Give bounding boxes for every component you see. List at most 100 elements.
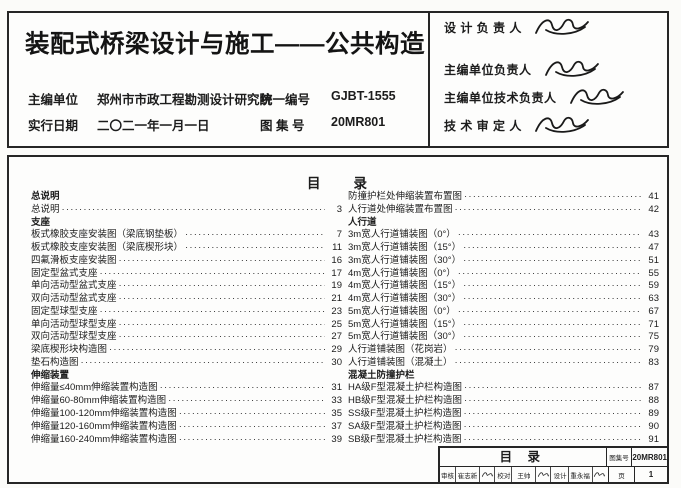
toc-entry-title: 3m宽人行道铺装图（0°） xyxy=(348,229,456,241)
toc-entry: 人行道处伸缩装置布置图 42 xyxy=(348,204,659,217)
dot-leader xyxy=(179,421,325,434)
toc-entry: 3m宽人行道铺装图（30°） 51 xyxy=(348,255,659,268)
toc-entry: 四氟滑板支座安装图 16 xyxy=(31,255,342,268)
dot-leader xyxy=(179,408,325,421)
dot-leader xyxy=(464,382,642,395)
atlas-number-label: 图 集 号 xyxy=(260,119,305,133)
toc-entry-title: 梁底楔形块构造图 xyxy=(31,344,108,356)
official-role-label: 主编单位技术负责人 xyxy=(444,90,557,105)
dot-leader xyxy=(463,421,642,434)
toc-entry-title: 人行道铺装图（花岗岩） xyxy=(348,344,453,356)
toc-entry-page: 79 xyxy=(648,344,659,356)
toc-column-left: 总说明 总说明 3 支座 板式橡胶支座安装图（梁底钢垫板） 7 板式橡胶支座 xyxy=(31,191,342,446)
dot-leader xyxy=(463,280,642,293)
credit-cell: 设计 重永福 xyxy=(553,467,608,482)
toc-entry-page: 33 xyxy=(331,395,342,407)
dot-leader xyxy=(119,255,325,268)
dot-leader xyxy=(463,255,642,268)
dot-leader xyxy=(179,434,325,447)
toc-entry-page: 51 xyxy=(648,254,659,266)
toc-entry-title: 混凝土防撞护栏 xyxy=(348,369,415,381)
toc-entry-title: 板式橡胶支座安装图（梁底楔形块） xyxy=(31,242,184,254)
dot-leader xyxy=(119,331,325,344)
dot-leader xyxy=(119,280,325,293)
toc-entry-title: 5m宽人行道铺装图（0°） xyxy=(348,305,456,317)
toc-entry-page: 3 xyxy=(336,203,342,215)
toc-entry: 支座 xyxy=(31,217,342,230)
official-row: 技 术 审 定 人 xyxy=(444,111,661,139)
dot-leader xyxy=(455,204,642,217)
toc-entry-page: 89 xyxy=(648,408,659,420)
dot-leader xyxy=(185,229,325,242)
dot-leader xyxy=(185,242,325,255)
toc-entry-page: 67 xyxy=(648,305,659,317)
toc-entry-title: 总说明 xyxy=(31,191,60,202)
handwritten-signature-icon xyxy=(594,472,606,477)
toc-entry-title: 3m宽人行道铺装图（15°） xyxy=(348,242,462,254)
toc-entry: 人行道铺装图（混凝土） 83 xyxy=(348,357,659,370)
toc-entry: 伸缩量60-80mm伸缩装置构造图 33 xyxy=(31,395,342,408)
toc-entry-title: HA级F型混凝土护栏构造图 xyxy=(348,382,463,394)
toc-entry: 5m宽人行道铺装图（0°） 67 xyxy=(348,306,659,319)
credit-cell: 审核 崔志新 xyxy=(440,467,496,482)
toc-box: 目 录 总说明 总说明 3 支座 板式橡胶支座安装图（梁底钢垫板） xyxy=(7,155,669,484)
toc-entry-page: 35 xyxy=(331,408,342,420)
toc-entry-page: 41 xyxy=(648,191,659,202)
official-role-label: 设 计 负 责 人 xyxy=(444,20,522,35)
handwritten-signature-icon xyxy=(534,116,589,133)
editor-unit-label: 主编单位 xyxy=(28,93,79,107)
dot-leader xyxy=(463,434,642,447)
toc-entry-title: 伸缩量≤40mm伸缩装置构造图 xyxy=(31,382,158,394)
toc-entry: 梁底楔形块构造图 29 xyxy=(31,344,342,357)
sheet-title: 目 录 xyxy=(499,450,547,464)
toc-entry-title: 3m宽人行道铺装图（30°） xyxy=(348,254,462,266)
toc-entry: SS级F型混凝土护栏构造图 89 xyxy=(348,408,659,421)
toc-entry-title: 防撞护栏处伸缩装置布置图 xyxy=(348,191,463,202)
toc-entry: SA级F型混凝土护栏构造图 90 xyxy=(348,421,659,434)
toc-entry: 3m宽人行道铺装图（15°） 47 xyxy=(348,242,659,255)
toc-entry-page: 63 xyxy=(648,293,659,305)
toc-entry-title: 伸缩量160-240mm伸缩装置构造图 xyxy=(31,433,177,445)
title-block-row-2: 审核 崔志新 校对 王帅 设计 xyxy=(440,467,667,482)
dot-leader xyxy=(464,191,642,204)
dot-leader xyxy=(463,242,642,255)
toc-entry-page: 88 xyxy=(648,395,659,407)
toc-entry: 固定型球型支座 23 xyxy=(31,306,342,319)
dot-leader xyxy=(119,293,325,306)
effective-date-value: 二〇二一年一月一日 xyxy=(97,119,210,133)
atlas-number-cell-label: 图集号 xyxy=(605,448,633,466)
toc-entry-title: 5m宽人行道铺装图（15°） xyxy=(348,318,462,330)
atlas-number-value: 20MR801 xyxy=(331,115,386,129)
credit-name: 重永福 xyxy=(569,467,593,482)
toc-entry-page: 37 xyxy=(331,420,342,432)
toc-entry-page: 47 xyxy=(648,242,659,254)
toc-entry: SB级F型混凝土护栏构造图 91 xyxy=(348,434,659,447)
handwritten-signature-icon xyxy=(534,18,589,35)
toc-entry-title: HB级F型混凝土护栏构造图 xyxy=(348,395,463,407)
toc-entry: HA级F型混凝土护栏构造图 87 xyxy=(348,382,659,395)
toc-entry: 5m宽人行道铺装图（30°） 75 xyxy=(348,331,659,344)
toc-entry-title: 伸缩装置 xyxy=(31,369,70,381)
toc-entry-page: 29 xyxy=(331,344,342,356)
toc-entry-page: 11 xyxy=(332,242,342,254)
toc-entry-title: 垫石构造图 xyxy=(31,356,79,368)
toc-entry-page: 23 xyxy=(331,305,342,317)
toc-entry-title: 5m宽人行道铺装图（30°） xyxy=(348,331,462,343)
dot-leader xyxy=(168,395,325,408)
toc-entry: 人行道 xyxy=(348,217,659,230)
toc-entry: 双向活动型球型支座 27 xyxy=(31,331,342,344)
toc-entry-title: 4m宽人行道铺装图（15°） xyxy=(348,280,462,292)
toc-entry: 单向活动型盆式支座 19 xyxy=(31,280,342,293)
toc-entry-title: 人行道 xyxy=(348,216,377,228)
unified-number-value: GJBT-1555 xyxy=(331,89,396,103)
toc-entry: 4m宽人行道铺装图（15°） 59 xyxy=(348,280,659,293)
toc-entry-title: 总说明 xyxy=(31,203,60,215)
header-box: 装配式桥梁设计与施工——公共构造 主编单位 郑州市市政工程勘测设计研究院 统一编… xyxy=(7,11,669,148)
toc-entry: 垫石构造图 30 xyxy=(31,357,342,370)
toc-entry-title: 单向活动型盆式支座 xyxy=(31,280,117,292)
toc-entry-title: 四氟滑板支座安装图 xyxy=(31,254,117,266)
toc-entry-title: 伸缩量60-80mm伸缩装置构造图 xyxy=(31,395,167,407)
dot-leader xyxy=(160,382,325,395)
title-block-row-1: 目 录 图集号 20MR801 xyxy=(440,448,667,467)
handwritten-signature-icon xyxy=(544,60,599,77)
